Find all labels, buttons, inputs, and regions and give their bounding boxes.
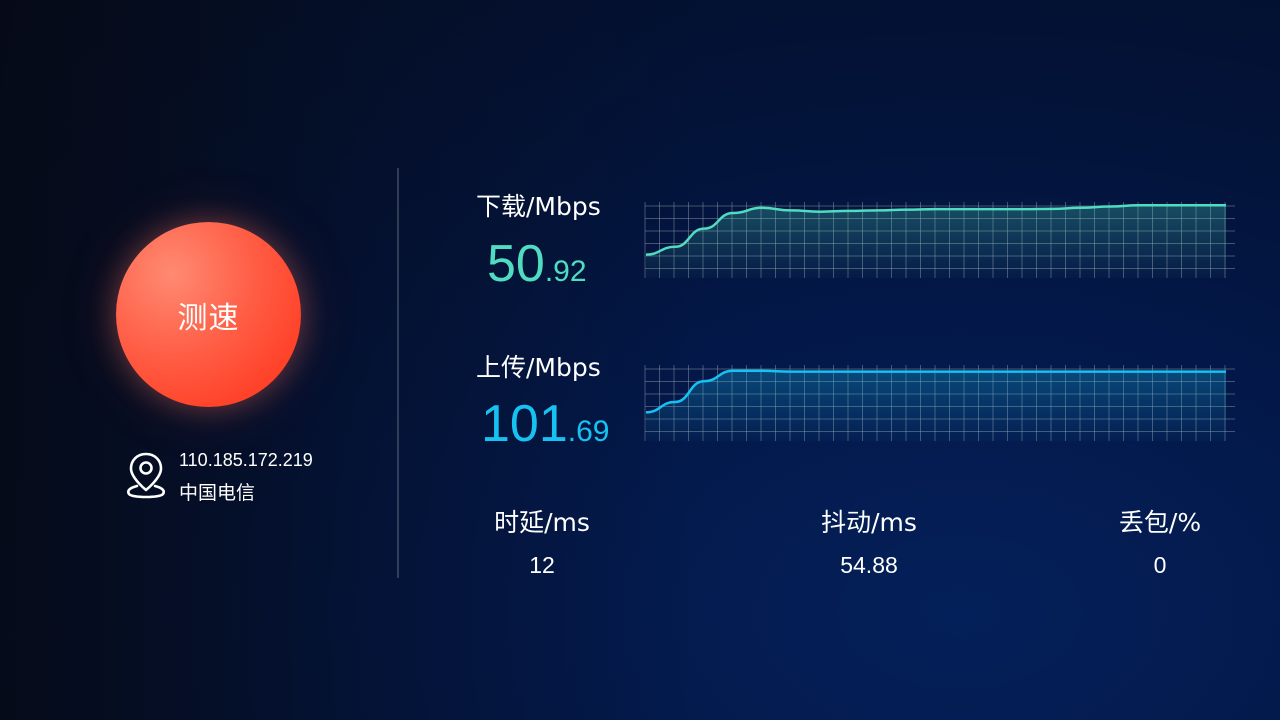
latency-value: 12	[529, 552, 555, 578]
jitter-value: 54.88	[840, 552, 898, 578]
upload-label: 上传/Mbps	[476, 353, 601, 382]
download-value: 50.92	[487, 238, 587, 290]
speed-test-button[interactable]: 测速	[116, 222, 301, 407]
download-value-int: 50	[487, 235, 545, 293]
packet-loss-value: 0	[1153, 552, 1167, 578]
upload-chart-area	[646, 370, 1226, 441]
location-pin-icon	[126, 452, 166, 499]
upload-chart	[644, 365, 1235, 441]
download-chart-area	[646, 205, 1226, 278]
jitter-label: 抖动/ms	[821, 508, 917, 537]
panel-divider	[397, 168, 399, 578]
upload-value-dec: .69	[567, 415, 610, 448]
speed-test-button-label: 测速	[177, 300, 240, 336]
upload-value: 101.69	[481, 398, 609, 450]
download-label: 下载/Mbps	[476, 192, 601, 221]
ip-address: 110.185.172.219	[179, 450, 313, 470]
upload-chart-line	[645, 369, 1226, 414]
download-value-dec: .92	[544, 255, 587, 288]
packet-loss-label: 丢包/%	[1118, 508, 1202, 537]
latency-label: 时延/ms	[494, 508, 590, 537]
download-chart	[644, 202, 1235, 278]
download-chart-line	[645, 203, 1226, 256]
isp-name: 中国电信	[179, 482, 256, 504]
upload-value-int: 101	[481, 395, 568, 453]
